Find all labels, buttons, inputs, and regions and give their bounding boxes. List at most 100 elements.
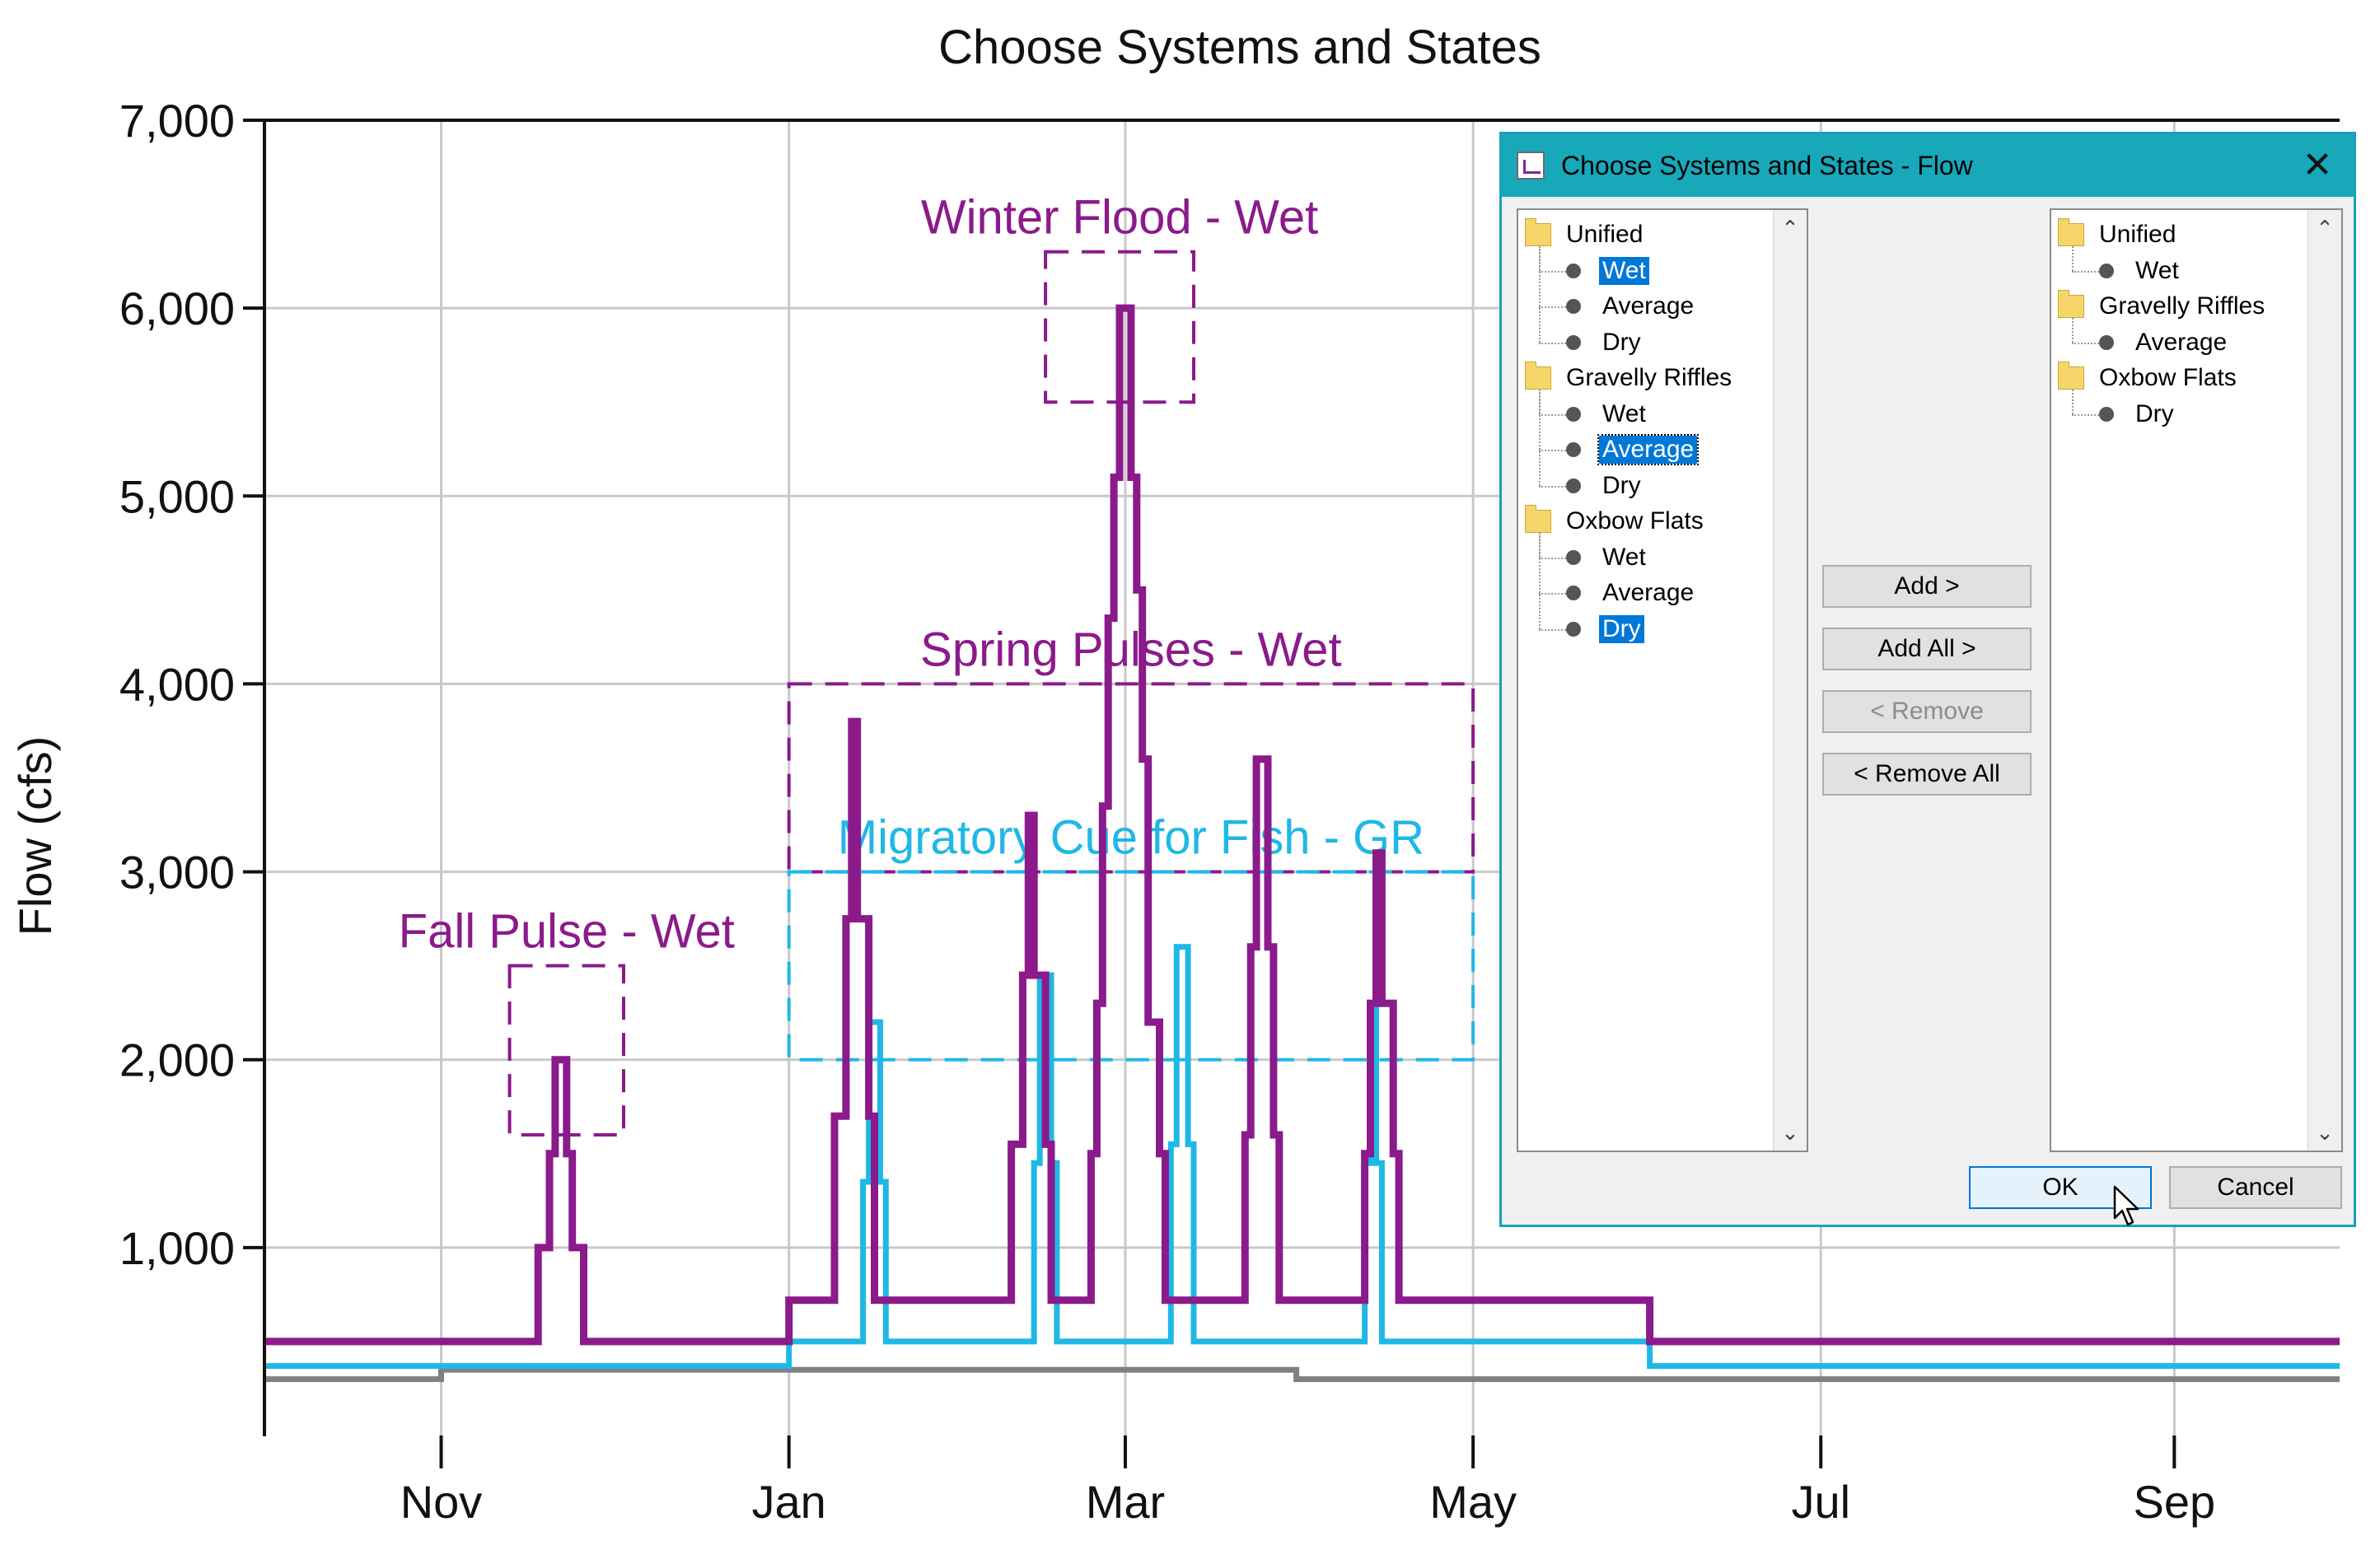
tree-connector <box>1539 593 1566 595</box>
y-tick-label: 3,000 <box>119 847 235 899</box>
available-state-item[interactable]: Wet <box>1566 254 1649 287</box>
tree-connector <box>1539 628 1566 631</box>
selected-list[interactable]: Unified Wet Gravelly Riffles Average Oxbow F… <box>2050 208 2343 1152</box>
y-tick-label: 5,000 <box>119 470 235 522</box>
available-state-item[interactable]: Dry <box>1566 469 1644 502</box>
tree-item-label: Average <box>2135 328 2228 356</box>
tree-connector <box>1539 306 1566 308</box>
available-state-item[interactable]: Average <box>1566 433 1700 466</box>
folder-icon <box>2058 362 2084 390</box>
x-tick-label: Sep <box>2133 1476 2215 1528</box>
state-dot-icon <box>1566 478 1581 493</box>
state-dot-icon <box>1566 406 1581 422</box>
available-group[interactable]: Oxbow Flats <box>1525 505 1707 538</box>
tree-item-label: Dry <box>1602 328 1641 356</box>
available-state-item[interactable]: Wet <box>1566 398 1649 431</box>
folder-icon <box>2058 290 2084 318</box>
selected-scrollbar[interactable]: ⌃ ⌄ <box>2308 210 2341 1151</box>
choose-systems-dialog: Choose Systems and States - Flow ✕ Unifi… <box>1499 132 2356 1227</box>
available-state-item[interactable]: Average <box>1566 290 1697 323</box>
state-dot-icon <box>2099 406 2114 422</box>
add-button[interactable]: Add > <box>1822 565 2032 608</box>
annotations: Winter Flood - Wet Spring Pulses - Wet Mig… <box>399 191 1475 1137</box>
scroll-down-icon[interactable]: ⌄ <box>2316 1120 2334 1145</box>
scroll-up-icon[interactable]: ⌃ <box>1781 216 1799 240</box>
annotation-label: Spring Pulses - Wet <box>920 623 1341 676</box>
state-dot-icon <box>1566 299 1581 314</box>
ok-button[interactable]: OK <box>1969 1166 2152 1209</box>
y-tick-label: 1,000 <box>119 1222 235 1274</box>
available-state-item[interactable]: Dry <box>1566 326 1644 359</box>
available-group[interactable]: Unified <box>1525 218 1646 251</box>
tree-connector <box>2072 413 2099 416</box>
x-tick-label: Nov <box>400 1476 483 1528</box>
app-chart-icon <box>1517 152 1545 180</box>
annotation-box <box>787 870 1475 1062</box>
series-line <box>264 1366 2340 1383</box>
dialog-titlebar[interactable]: Choose Systems and States - Flow ✕ <box>1502 134 2354 197</box>
cancel-button[interactable]: Cancel <box>2169 1166 2342 1209</box>
selected-group[interactable]: Oxbow Flats <box>2058 362 2240 394</box>
tree-item-label: Unified <box>1566 221 1644 248</box>
state-dot-icon <box>1566 263 1581 278</box>
x-tick-label: Mar <box>1086 1476 1165 1528</box>
available-scrollbar[interactable]: ⌃ ⌄ <box>1773 210 1807 1151</box>
tree-connector <box>1539 390 1541 486</box>
tree-connector <box>1539 270 1566 273</box>
tree-item-label: Average <box>1602 292 1695 320</box>
state-dot-icon <box>1566 586 1581 600</box>
folder-icon <box>2058 218 2084 246</box>
tree-item-label: Average <box>1597 434 1700 465</box>
tree-item-label: Oxbow Flats <box>1566 507 1704 534</box>
chart-title: Choose Systems and States <box>938 21 1541 74</box>
tree-connector <box>1539 557 1566 559</box>
tree-item-label: Wet <box>1602 399 1646 427</box>
selected-state-item[interactable]: Dry <box>2099 398 2177 431</box>
tree-connector <box>1539 413 1566 416</box>
available-state-item[interactable]: Wet <box>1566 541 1649 574</box>
tree-connector <box>2072 342 2099 344</box>
scroll-down-icon[interactable]: ⌄ <box>1781 1120 1799 1145</box>
tree-connector <box>1539 342 1566 344</box>
dialog-title: Choose Systems and States - Flow <box>1561 150 1973 180</box>
mouse-cursor-icon <box>2113 1185 2139 1226</box>
tree-connector <box>2072 270 2099 273</box>
available-list[interactable]: Unified Wet Average Dry Gravelly Riffles Wet A… <box>1517 208 1808 1152</box>
state-dot-icon <box>1566 442 1581 457</box>
add-all-button[interactable]: Add All > <box>1822 628 2032 670</box>
series <box>264 304 2340 1383</box>
folder-icon <box>1525 505 1551 533</box>
x-tick-label: May <box>1429 1476 1517 1528</box>
x-tick-label: Jan <box>752 1476 826 1528</box>
tree-item-label: Dry <box>1599 614 1644 643</box>
available-group[interactable]: Gravelly Riffles <box>1525 362 1735 394</box>
tree-item-label: Average <box>1602 579 1695 606</box>
selected-state-item[interactable]: Wet <box>2099 254 2182 287</box>
remove-all-button[interactable]: < Remove All <box>1822 753 2032 796</box>
tree-connector <box>1539 246 1541 343</box>
selected-group[interactable]: Gravelly Riffles <box>2058 290 2268 323</box>
axes: 1,000 2,000 3,000 4,000 5,000 6,000 7,000 Nov Ja… <box>119 95 2340 1528</box>
selected-state-item[interactable]: Average <box>2099 326 2230 359</box>
available-state-item[interactable]: Dry <box>1566 613 1644 646</box>
tree-connector <box>2072 246 2074 271</box>
annotation-label: Winter Flood - Wet <box>921 191 1318 245</box>
scroll-up-icon[interactable]: ⌃ <box>2316 216 2334 240</box>
tree-connector <box>2072 318 2074 343</box>
state-dot-icon <box>1566 621 1581 637</box>
state-dot-icon <box>2099 334 2114 350</box>
tree-item-label: Oxbow Flats <box>2099 364 2237 391</box>
tree-item-label: Gravelly Riffles <box>2099 292 2265 320</box>
remove-button[interactable]: < Remove <box>1822 690 2032 733</box>
y-tick-label: 4,000 <box>119 658 235 710</box>
tree-connector <box>1539 450 1566 451</box>
tree-connector <box>1539 533 1541 629</box>
selected-group[interactable]: Unified <box>2058 218 2179 251</box>
tree-item-label: Wet <box>2135 256 2179 284</box>
tree-item-label: Wet <box>1599 256 1649 285</box>
available-state-item[interactable]: Average <box>1566 576 1697 609</box>
close-icon[interactable]: ✕ <box>2302 145 2333 185</box>
y-axis-label: Flow (cfs) <box>9 736 61 936</box>
tree-item-label: Dry <box>2135 399 2174 427</box>
